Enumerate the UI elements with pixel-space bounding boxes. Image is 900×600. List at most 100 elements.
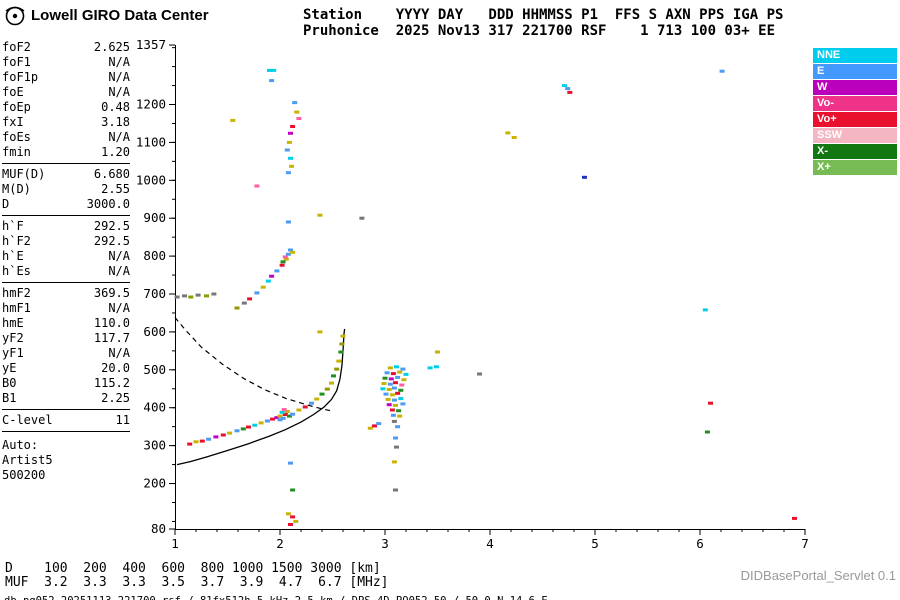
y-tick-label: 80 xyxy=(151,521,166,536)
param-row-hmf2: hmF2 369.5 xyxy=(2,286,130,301)
param-row-foes: foEs N/A xyxy=(2,130,130,145)
echo-point xyxy=(567,90,573,94)
legend-item-x: X- xyxy=(813,144,897,159)
param-row-yf1: yF1 N/A xyxy=(2,346,130,361)
param-row-fmin: fmin 1.20 xyxy=(2,145,130,160)
echo-point xyxy=(290,250,296,254)
giro-logo-icon xyxy=(5,6,25,26)
param-value: 6.680 xyxy=(93,167,130,181)
param-label: fxI xyxy=(2,115,24,129)
param-value: 369.5 xyxy=(93,286,130,300)
param-label: M(D) xyxy=(2,182,31,196)
param-value: N/A xyxy=(108,249,130,263)
echo-point xyxy=(296,117,302,120)
echo-point xyxy=(380,387,386,391)
echo-point xyxy=(391,398,397,402)
echo-point xyxy=(359,216,365,220)
echo-point xyxy=(174,295,180,299)
echo-point xyxy=(187,442,193,446)
echo-point xyxy=(269,274,275,278)
echo-point xyxy=(182,294,187,298)
station-header-line2: Pruhonice 2025 Nov13 317 221700 RSF 1 71… xyxy=(303,23,776,39)
y-tick-label: 800 xyxy=(143,248,166,263)
echo-point xyxy=(270,417,276,421)
measurement-status-line: db pq052 20251113 221700.rsf / 81fx512h … xyxy=(4,595,548,600)
echo-point xyxy=(391,386,397,390)
param-value: 292.5 xyxy=(93,234,130,248)
param-value: 117.7 xyxy=(93,331,130,345)
electron-density-profile-curve xyxy=(176,328,346,466)
echo-point xyxy=(285,252,291,256)
echo-point xyxy=(389,393,395,397)
echo-point xyxy=(386,388,392,391)
param-row-mufd: MUF(D) 6.680 xyxy=(2,167,130,182)
legend-item-nne: NNE xyxy=(813,48,897,63)
param-row-foep: foEp 0.48 xyxy=(2,100,130,115)
site-title: Lowell GIRO Data Center xyxy=(31,6,209,24)
param-row-hf: h`F 292.5 xyxy=(2,219,130,234)
echo-point xyxy=(331,374,336,378)
x-tick-label: 3 xyxy=(381,536,389,551)
echo-point xyxy=(398,388,404,392)
echo-point xyxy=(285,171,291,175)
echo-point xyxy=(511,136,517,139)
station-header-line1: Station YYYY DAY DDD HHMMSS P1 FFS S AXN… xyxy=(303,7,784,23)
echo-point xyxy=(285,220,291,224)
panel-separator xyxy=(2,215,130,216)
param-row-d: D 3000.0 xyxy=(2,197,130,212)
echo-point xyxy=(386,403,392,407)
echo-point xyxy=(324,387,330,391)
legend-item-w: W xyxy=(813,80,897,95)
panel-separator xyxy=(2,409,130,410)
echo-point xyxy=(395,391,401,395)
echo-point xyxy=(400,402,406,406)
muf-table-distance-row: D 100 200 400 600 800 1000 1500 3000 [km… xyxy=(5,561,381,576)
echo-point xyxy=(393,436,398,440)
echo-point xyxy=(265,279,271,283)
x-tick-label: 1 xyxy=(171,536,179,551)
y-tick-label: 400 xyxy=(143,400,166,415)
param-label: foF1 xyxy=(2,55,31,69)
echo-point xyxy=(274,416,280,420)
echo-point xyxy=(258,421,264,425)
echo-point xyxy=(230,118,236,122)
echo-point xyxy=(288,131,293,135)
param-row-hme: hmE 110.0 xyxy=(2,316,130,331)
y-tick-label: 600 xyxy=(143,324,166,339)
echo-point xyxy=(193,440,199,444)
echo-point xyxy=(280,260,286,264)
echo-point xyxy=(281,408,287,412)
param-label: B1 xyxy=(2,391,17,405)
echo-point xyxy=(394,365,399,369)
echo-point xyxy=(562,84,567,88)
param-label: B0 xyxy=(2,376,17,390)
echo-point xyxy=(399,383,405,387)
echo-point xyxy=(433,365,439,369)
echo-point xyxy=(393,488,398,492)
echo-point xyxy=(385,397,391,401)
echo-point xyxy=(188,295,194,299)
echo-point xyxy=(288,156,293,160)
param-value: 115.2 xyxy=(93,376,130,390)
echo-point xyxy=(391,419,397,423)
param-label: foEp xyxy=(2,100,31,114)
y-tick-label: 1357 xyxy=(136,37,166,52)
y-tick-label: 300 xyxy=(143,438,166,453)
echo-point xyxy=(435,350,440,354)
param-value: 0.48 xyxy=(101,100,130,114)
legend-item-ssw: SSW xyxy=(813,128,897,143)
param-label: foF1p xyxy=(2,70,39,84)
echo-point xyxy=(280,416,286,420)
param-label: fmin xyxy=(2,145,31,159)
parameter-panel: foF2 2.625 foF1 N/A foF1p N/A foE N/A foEp 0.48 fx… xyxy=(2,40,130,483)
param-row-md: M(D) 2.55 xyxy=(2,182,130,197)
echo-point xyxy=(277,414,283,418)
echo-point xyxy=(292,101,298,105)
echo-point xyxy=(336,359,342,363)
param-value: N/A xyxy=(108,85,130,99)
echo-point xyxy=(274,269,280,273)
echo-point xyxy=(271,68,277,72)
param-row-fof2: foF2 2.625 xyxy=(2,40,130,55)
echo-point xyxy=(296,408,302,412)
echo-point xyxy=(565,87,571,91)
